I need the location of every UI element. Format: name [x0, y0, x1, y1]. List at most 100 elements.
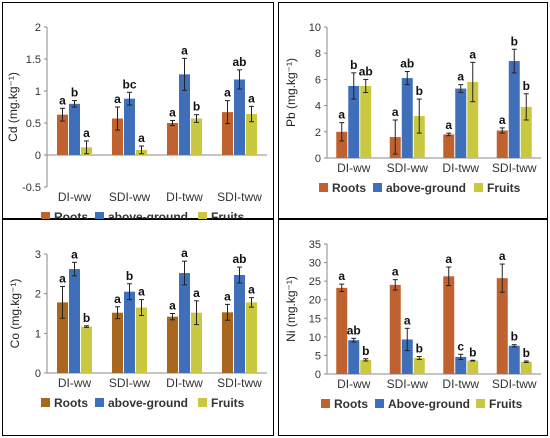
x-tick-label: SDI-ww	[387, 161, 429, 175]
significance-letter: b	[523, 346, 530, 360]
x-tick-label: DI-ww	[337, 377, 371, 391]
legend-label: Roots	[334, 397, 368, 411]
bar	[336, 131, 348, 158]
y-tick-label: 15	[309, 313, 321, 325]
bar	[508, 345, 520, 374]
significance-letter: b	[362, 344, 369, 358]
y-tick-label: 1	[35, 86, 41, 98]
y-tick-label: 0	[35, 150, 41, 162]
x-tick-label: DI-tww	[442, 161, 479, 175]
significance-letter: bc	[122, 77, 136, 91]
significance-letter: a	[169, 105, 176, 119]
significance-letter: a	[248, 91, 255, 105]
significance-letter: a	[59, 272, 66, 286]
y-axis-label: Co (mg.kg⁻¹)	[8, 279, 22, 349]
x-tick-label: SDI-tww	[217, 376, 262, 390]
legend-swatch	[375, 399, 384, 408]
legend-label: Fruits	[489, 397, 523, 411]
y-tick-label: 10	[309, 22, 321, 34]
legend-swatch	[95, 398, 104, 407]
bar	[443, 134, 455, 158]
x-tick-label: SDI-ww	[387, 377, 429, 391]
significance-letter: ab	[347, 323, 361, 337]
significance-letter: a	[392, 105, 399, 119]
y-axis-label: Ni (mg.kg⁻¹)	[284, 276, 298, 342]
bar	[389, 284, 401, 374]
x-tick-label: SDI-tww	[217, 190, 262, 204]
legend-label: above-ground	[108, 210, 188, 220]
bar	[508, 61, 520, 159]
legend-label: Fruits	[211, 210, 245, 220]
significance-letter: a	[181, 43, 188, 57]
significance-letter: a	[193, 286, 200, 300]
x-tick-label: DI-tww	[442, 377, 479, 391]
significance-letter: b	[469, 345, 476, 359]
significance-letter: a	[83, 126, 90, 140]
bar	[222, 312, 233, 373]
bar	[467, 82, 479, 158]
legend-swatch	[95, 212, 104, 220]
y-tick-label: 30	[309, 258, 321, 270]
y-tick-label: 4	[315, 101, 321, 113]
significance-letter: b	[416, 84, 423, 98]
bar	[520, 361, 532, 374]
y-tick-label: 2	[35, 289, 41, 301]
significance-letter: ab	[232, 252, 246, 266]
significance-letter: a	[248, 283, 255, 297]
bar	[348, 340, 360, 374]
bar	[401, 339, 413, 374]
significance-letter: a	[114, 92, 121, 106]
bar	[348, 85, 360, 158]
bar	[179, 74, 190, 155]
legend-swatch	[198, 398, 207, 407]
bar	[246, 114, 257, 155]
y-tick-label: 8	[315, 48, 321, 60]
x-tick-label: DI-ww	[58, 190, 92, 204]
bar	[124, 291, 135, 373]
significance-letter: a	[224, 86, 231, 100]
legend-swatch	[41, 398, 50, 407]
significance-letter: a	[499, 249, 506, 263]
bar	[496, 130, 508, 158]
x-tick-label: SDI-ww	[109, 376, 151, 390]
bar	[191, 118, 202, 155]
bar	[443, 276, 455, 374]
y-tick-label: 1.5	[26, 54, 41, 66]
y-tick-label: 5	[315, 350, 321, 362]
legend-swatch	[474, 183, 483, 192]
significance-letter: a	[138, 131, 145, 145]
x-tick-label: DI-tww	[166, 376, 203, 390]
legend-label: Fruits	[211, 396, 245, 410]
y-tick-label: 2	[315, 127, 321, 139]
significance-letter: b	[83, 311, 90, 325]
x-tick-label: DI-ww	[337, 161, 371, 175]
significance-letter: a	[59, 93, 66, 107]
legend-swatch	[476, 399, 485, 408]
bar	[401, 78, 413, 158]
bar	[81, 326, 92, 373]
co-chart-panel: 0 1 2 3 Co (mg.kg⁻¹) a a b DI-ww a b a SDI-ww a a a DI-t…	[2, 219, 274, 436]
x-tick-label: SDI-tww	[492, 377, 537, 391]
bar	[167, 123, 178, 155]
significance-letter: a	[499, 113, 506, 127]
significance-letter: a	[457, 70, 464, 84]
y-tick-label: 3	[35, 249, 41, 261]
significance-letter: a	[445, 252, 452, 266]
legend-label: Roots	[54, 396, 88, 410]
y-tick-label: 35	[309, 239, 321, 251]
bar	[413, 358, 425, 374]
legend-label: above-ground	[108, 396, 188, 410]
legend-label: Roots	[54, 210, 88, 220]
y-axis-label: Cd (mg.kg⁻¹)	[6, 72, 20, 142]
bar	[191, 312, 202, 373]
bar	[246, 302, 257, 373]
bar	[413, 116, 425, 158]
cd-chart-panel: -0.5 0 0.5 1 1.5 2 Cd (mg.kg⁻¹) a b a DI-ww a bc a SDI…	[2, 2, 274, 220]
legend-swatch	[41, 212, 50, 220]
significance-letter: a	[469, 47, 476, 61]
significance-letter: ab	[400, 57, 414, 71]
significance-letter: a	[114, 292, 121, 306]
significance-letter: b	[511, 34, 518, 48]
significance-letter: a	[392, 265, 399, 279]
legend-label: Roots	[332, 181, 366, 195]
